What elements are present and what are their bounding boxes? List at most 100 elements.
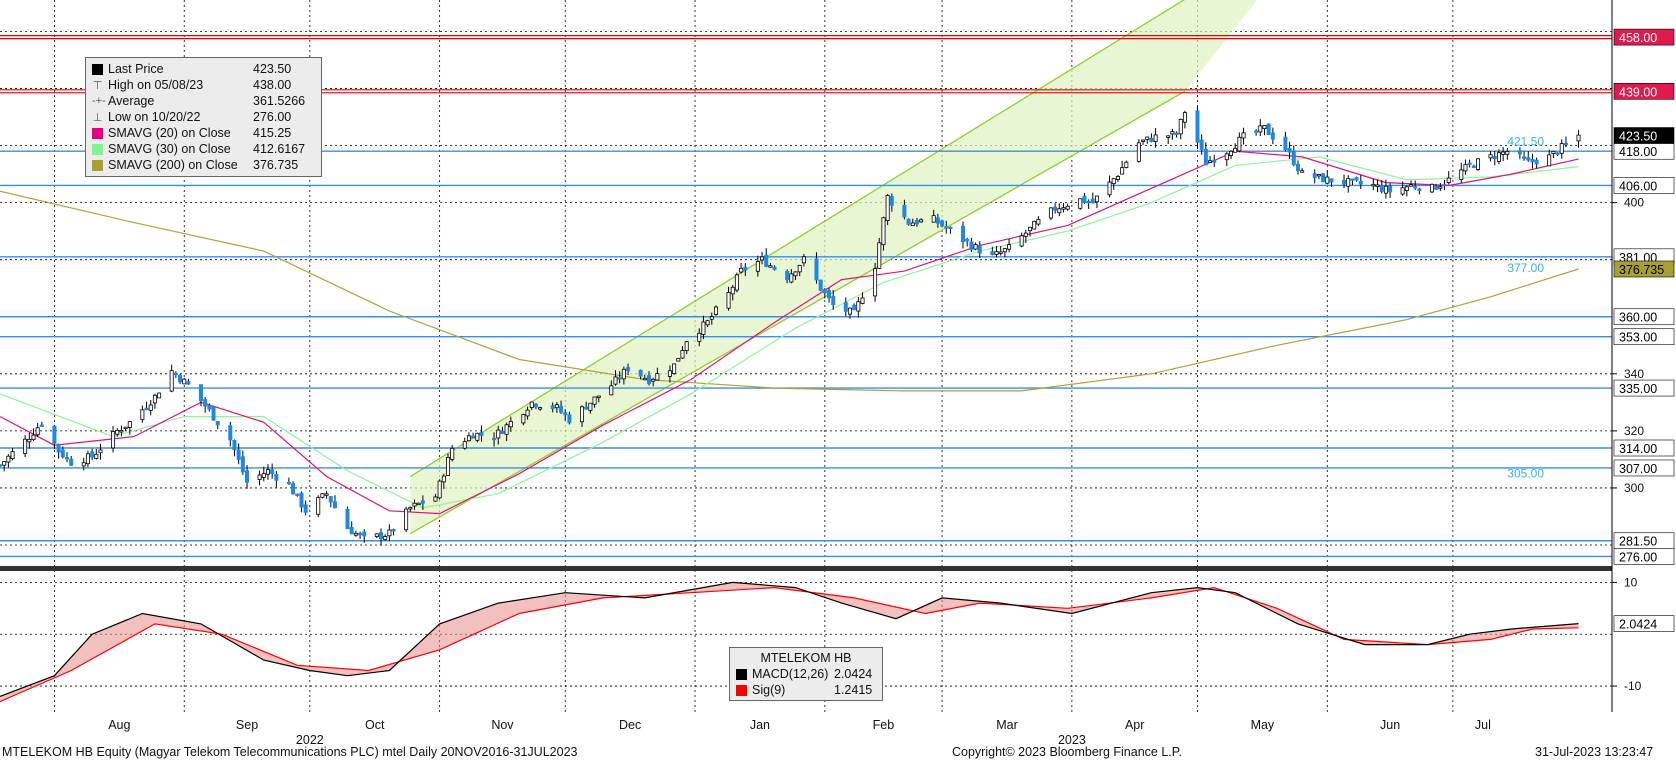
footer-copyright: Copyright© 2023 Bloomberg Finance L.P. <box>952 745 1182 759</box>
candle-body <box>286 481 291 485</box>
candle-body <box>1325 176 1330 184</box>
candle-body <box>755 261 760 272</box>
legend-label: Low on 10/20/22 <box>108 110 201 124</box>
legend-row-high: ⊤ High on 05/08/23 438.00 <box>86 77 321 93</box>
candle-body <box>1007 244 1012 250</box>
candle-body <box>391 529 396 532</box>
candle-body <box>81 462 86 467</box>
candle-body <box>617 377 622 380</box>
candle-body <box>85 453 90 465</box>
candle-body <box>379 532 384 540</box>
candle-body <box>69 458 74 466</box>
time-axis: Aug Sep Oct Nov Dec Jan Feb Mar Apr May Jun Jul 2022… <box>108 718 1491 747</box>
candle-body <box>1555 152 1560 155</box>
sma200-line <box>0 190 1579 392</box>
candle-body <box>94 453 99 459</box>
y-tick-label: 340 <box>1624 367 1644 381</box>
candle-body <box>1149 137 1154 142</box>
candle-body <box>416 502 421 506</box>
candle-body <box>919 219 924 223</box>
candle-body <box>1212 159 1217 163</box>
y-tick-label: 400 <box>1624 196 1644 210</box>
candle-body <box>1262 125 1267 129</box>
candle-body <box>27 438 32 443</box>
legend-row-last-price: Last Price 423.50 <box>86 61 321 77</box>
trend-channel <box>409 0 1258 535</box>
candle-body <box>1228 150 1233 156</box>
candle-body <box>1505 150 1510 155</box>
candle-body <box>115 430 120 435</box>
candle-body <box>609 385 614 396</box>
candle-body <box>940 220 945 227</box>
candle-body <box>709 316 714 320</box>
candle-body <box>651 378 656 382</box>
legend-row-sma200: SMAVG (200) on Close 376.735 <box>86 157 321 173</box>
candle-body <box>910 222 915 227</box>
candle-body <box>772 266 777 270</box>
candle-body <box>437 480 442 499</box>
candle-body <box>701 321 706 335</box>
candle-body <box>1329 178 1334 183</box>
level-tag: 418.00 <box>1619 145 1657 159</box>
candle-body <box>1057 208 1062 214</box>
candle-body <box>588 402 593 411</box>
candle-body <box>873 268 878 297</box>
level-tag-bg <box>1613 459 1675 477</box>
candle-body <box>1141 139 1146 142</box>
candle-body <box>822 289 827 294</box>
level-tag: 335.00 <box>1619 382 1657 396</box>
x-tick-label: Apr <box>1125 718 1144 732</box>
candle-body <box>847 307 852 315</box>
candle-body <box>1316 173 1321 177</box>
candle-body <box>965 238 970 242</box>
candle-body <box>64 457 69 460</box>
candle-body <box>1383 185 1388 194</box>
level-tag-bg <box>1613 177 1675 194</box>
candle-body <box>739 267 744 273</box>
candle-body <box>358 532 363 536</box>
candle-body <box>169 370 174 392</box>
candle-body <box>559 405 564 413</box>
candle-body <box>1287 147 1292 153</box>
candle-body <box>1551 150 1556 154</box>
candle-body <box>1036 219 1041 225</box>
year-label: 2022 <box>296 733 324 747</box>
resistance-tag-bg <box>1613 83 1675 100</box>
candle-body <box>1094 195 1099 203</box>
candle-body <box>1203 148 1208 166</box>
y-tick-label: 320 <box>1624 424 1644 438</box>
candle-body <box>127 421 132 428</box>
candle-body <box>814 258 819 281</box>
candle-body <box>827 290 832 299</box>
candle-body <box>1023 232 1028 237</box>
candle-body <box>324 493 329 496</box>
candle-body <box>1065 205 1070 210</box>
candle-body <box>843 302 848 312</box>
candle-body <box>500 430 505 434</box>
legend-row-sma20: SMAVG (20) on Close 415.25 <box>86 125 321 141</box>
candle-body <box>1153 134 1158 142</box>
candle-body <box>362 531 367 537</box>
candle-body <box>881 217 886 246</box>
candle-body <box>1233 147 1238 153</box>
candle-body <box>889 196 894 206</box>
level-tag-bg <box>1613 379 1675 397</box>
candle-body <box>446 457 451 476</box>
resistance-tag: 439.00 <box>1619 85 1657 99</box>
legend-label: Average <box>108 94 155 108</box>
inline-level-label: 305.00 <box>1507 467 1544 481</box>
candle-body <box>801 256 806 264</box>
candle-body <box>1530 158 1535 163</box>
candle-body <box>793 271 798 277</box>
candle-body <box>797 265 802 273</box>
candle-body <box>148 404 153 411</box>
candle-body <box>157 392 162 399</box>
candle-body <box>492 437 497 441</box>
candle-body <box>1496 152 1501 162</box>
candle-body <box>1295 163 1300 172</box>
macd-legend: MTELEKOM HB MACD(12,26) 2.0424 Sig(9) 1.24… <box>729 647 883 701</box>
channel-fill <box>410 0 1258 534</box>
candle-body <box>274 474 279 481</box>
candle-body <box>496 429 501 439</box>
candle-body <box>760 256 765 261</box>
